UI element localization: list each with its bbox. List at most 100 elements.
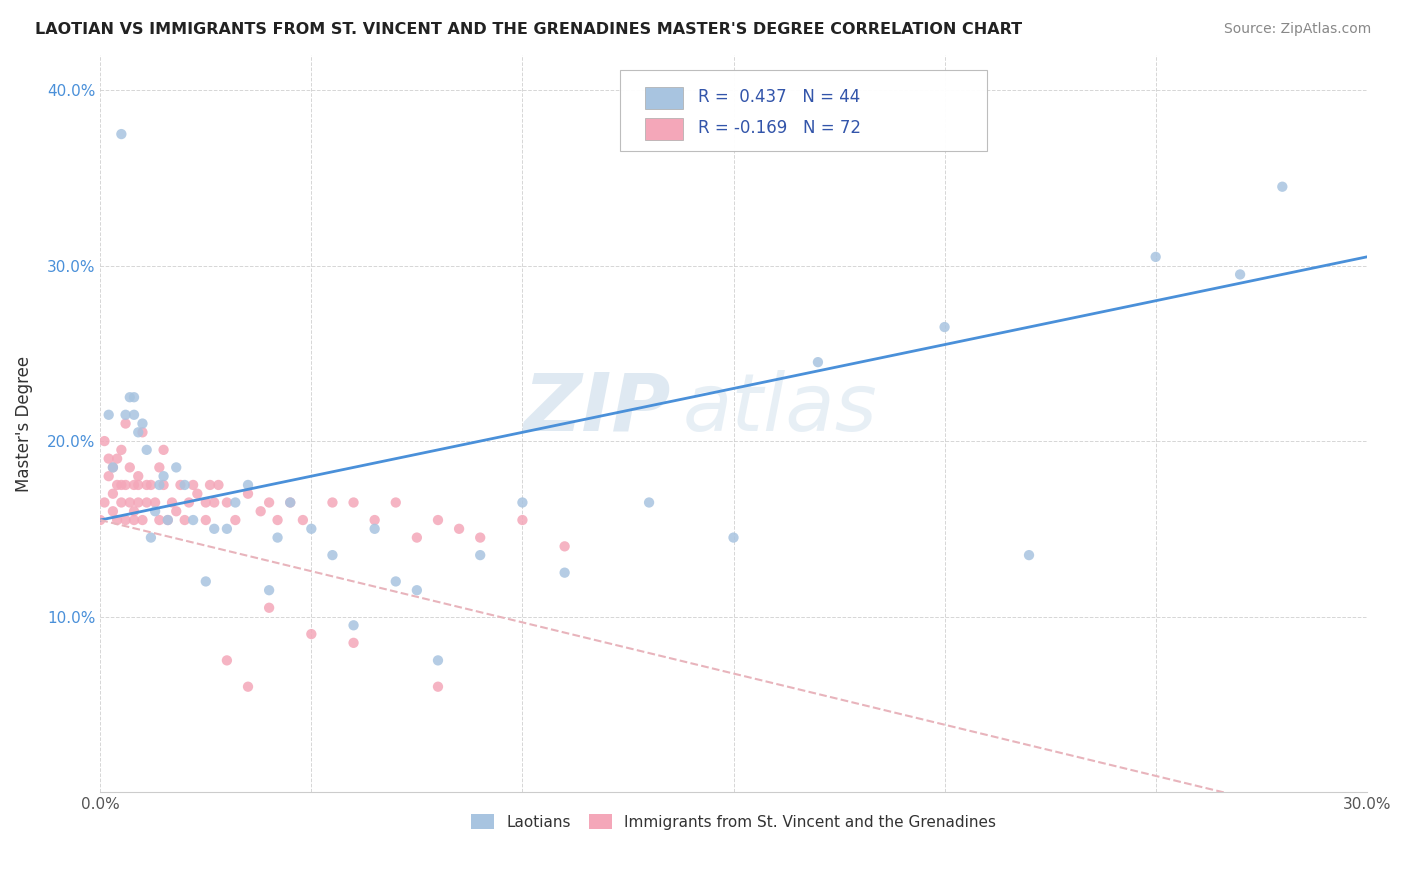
Point [278,495,301,509]
Point [110,442,132,457]
Point [554,566,576,580]
Legend: Laotians, Immigrants from St. Vincent and the Grenadines: Laotians, Immigrants from St. Vincent an… [465,807,1002,836]
Point [156,513,179,527]
Point [105,478,128,492]
Point [135,478,157,492]
Y-axis label: Master's Degree: Master's Degree [15,356,32,491]
Point [105,451,128,466]
Point [110,495,132,509]
Point [122,478,145,492]
Point [122,513,145,527]
Point [101,460,124,475]
Point [127,495,149,509]
Point [122,504,145,518]
Point [101,460,124,475]
Point [249,504,271,518]
Point [148,478,170,492]
Point [384,495,406,509]
Point [169,478,191,492]
Point [215,653,238,667]
Point [342,636,364,650]
Point [97,451,120,466]
Point [321,495,343,509]
Point [143,504,166,518]
Text: R =  0.437   N = 44: R = 0.437 N = 44 [697,88,860,106]
Point [160,495,183,509]
Point [122,390,145,404]
Point [198,478,221,492]
Point [97,408,120,422]
Point [127,469,149,483]
Point [278,495,301,509]
Point [638,495,661,509]
Point [114,513,136,527]
Point [194,495,217,509]
Point [118,460,141,475]
Point [110,127,132,141]
Point [934,320,956,334]
Point [470,531,492,545]
Point [194,574,217,589]
Point [807,355,830,369]
Point [181,478,204,492]
Text: ZIP: ZIP [523,370,671,448]
Point [152,469,174,483]
Text: atlas: atlas [683,370,877,448]
Point [215,522,238,536]
Point [236,487,259,501]
Point [257,583,280,598]
Point [266,513,288,527]
Point [321,548,343,562]
Point [1229,268,1251,282]
Point [554,540,576,554]
Point [127,478,149,492]
Point [202,522,225,536]
Point [97,469,120,483]
Point [122,408,145,422]
Point [224,495,246,509]
Point [512,495,534,509]
Point [101,487,124,501]
Point [257,495,280,509]
Point [215,495,238,509]
Point [224,513,246,527]
Point [152,478,174,492]
Point [207,478,229,492]
Point [236,478,259,492]
Point [363,522,385,536]
Point [139,531,162,545]
Point [266,531,288,545]
Point [299,522,322,536]
Point [118,390,141,404]
Point [148,513,170,527]
Point [165,504,187,518]
Point [194,513,217,527]
Point [156,513,179,527]
Point [131,425,153,440]
Point [405,583,427,598]
Point [131,513,153,527]
Point [1018,548,1040,562]
Point [177,495,200,509]
Bar [645,87,683,109]
Point [110,478,132,492]
Point [236,680,259,694]
Point [101,504,124,518]
Point [114,478,136,492]
Point [427,680,450,694]
Point [93,495,115,509]
Point [405,531,427,545]
Point [291,513,314,527]
Text: R = -0.169   N = 72: R = -0.169 N = 72 [697,120,860,137]
Point [427,653,450,667]
Point [363,513,385,527]
Point [93,434,115,448]
Point [257,600,280,615]
FancyBboxPatch shape [620,70,987,151]
Bar [645,118,683,140]
Point [135,442,157,457]
Point [1271,179,1294,194]
Point [470,548,492,562]
Point [1144,250,1167,264]
Text: LAOTIAN VS IMMIGRANTS FROM ST. VINCENT AND THE GRENADINES MASTER'S DEGREE CORREL: LAOTIAN VS IMMIGRANTS FROM ST. VINCENT A… [35,22,1022,37]
